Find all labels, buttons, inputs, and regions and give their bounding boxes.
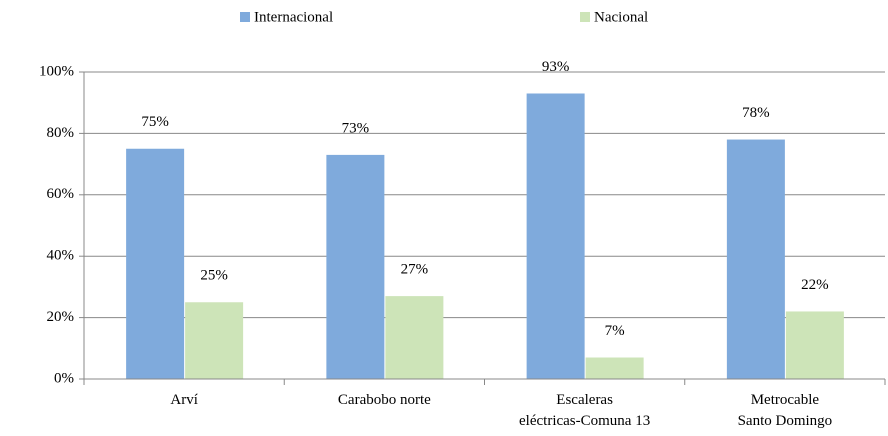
legend-swatch: [580, 12, 590, 22]
y-tick-label: 20%: [47, 309, 75, 325]
bar: [185, 302, 244, 379]
y-tick-label: 80%: [47, 125, 75, 141]
x-tick-label: Carabobo norte: [338, 392, 431, 408]
bar: [785, 311, 844, 379]
data-label: 7%: [605, 323, 625, 339]
data-label: 93%: [542, 59, 570, 75]
bar: [326, 154, 385, 379]
legend-label: Internacional: [254, 9, 333, 25]
data-label: 25%: [200, 268, 228, 284]
legend-label: Nacional: [594, 9, 648, 25]
x-tick-label: Metrocable Santo Domingo: [738, 392, 833, 429]
bar: [585, 357, 644, 379]
x-tick-label: Escaleras eléctricas-Comuna 13: [519, 392, 650, 429]
data-label: 27%: [401, 262, 429, 278]
data-label: 22%: [801, 277, 829, 293]
y-tick-label: 100%: [39, 63, 74, 79]
x-tick-label: Arví: [170, 392, 198, 408]
data-label: 78%: [742, 105, 770, 121]
y-tick-label: 0%: [54, 370, 74, 386]
legend-swatch: [240, 12, 250, 22]
bar: [385, 296, 444, 379]
y-tick-label: 40%: [47, 248, 75, 264]
bar: [726, 139, 785, 379]
y-tick-label: 60%: [47, 186, 75, 202]
data-label: 75%: [141, 114, 169, 130]
data-label: 73%: [342, 120, 370, 136]
bar: [526, 93, 585, 380]
bar: [126, 148, 185, 379]
